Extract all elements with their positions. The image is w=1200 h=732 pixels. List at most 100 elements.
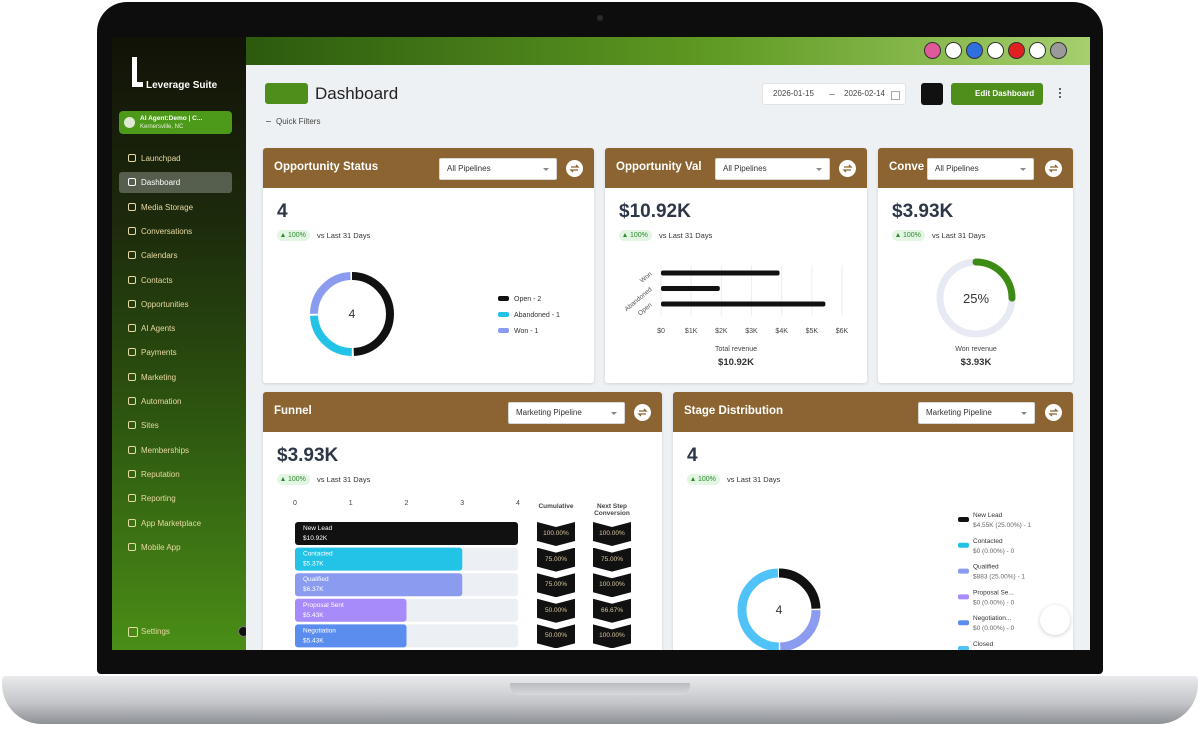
pipeline-select[interactable]: All Pipelines	[715, 158, 830, 180]
top-bar-icon[interactable]	[966, 42, 983, 59]
date-end: 2026-02-14	[844, 89, 885, 98]
magic-button[interactable]	[921, 83, 943, 105]
nav-item[interactable]: Reporting	[119, 488, 232, 509]
swap-icon	[637, 408, 648, 417]
more-menu[interactable]	[1059, 87, 1061, 99]
card-chart: 0 1 2 3 4 New Lead $10.92K Contacted $5.37K Quali…	[293, 500, 520, 648]
swap-button[interactable]	[634, 404, 651, 421]
top-bar-icon[interactable]	[1029, 42, 1046, 59]
donut-segment	[737, 568, 821, 650]
top-bar-icon[interactable]	[987, 42, 1004, 59]
nav-icon	[128, 469, 136, 478]
comparison: vs Last 31 Days	[317, 475, 371, 484]
x-tick-label: 2	[405, 500, 409, 507]
funnel-bar	[295, 547, 463, 571]
bar	[661, 270, 780, 276]
swap-button[interactable]	[1045, 160, 1062, 177]
nav-item[interactable]: Marketing	[119, 367, 232, 388]
nav-icon	[128, 627, 138, 637]
swap-icon	[1048, 164, 1059, 173]
pipeline-select[interactable]: All Pipelines	[927, 158, 1034, 180]
stage-name: Proposal Sent	[303, 602, 344, 609]
help-widget[interactable]	[1040, 605, 1070, 635]
nav-item[interactable]: Sites	[119, 415, 232, 436]
nav-item[interactable]: Opportunities	[119, 294, 232, 315]
nav-icon	[128, 348, 136, 357]
nav-item[interactable]: Media Storage	[119, 197, 232, 218]
stage-name: New Lead	[303, 525, 333, 532]
card-chart: 4 New Lead $4.55K (25.00%) - 1 Contacted $0 …	[737, 512, 1032, 650]
nav-label: Calendars	[141, 251, 178, 261]
nav-item[interactable]: App Marketplace	[119, 513, 232, 534]
stat-value: 4	[277, 201, 288, 222]
comparison: vs Last 31 Days	[932, 231, 986, 240]
laptop-notch	[510, 683, 690, 695]
nav-label: Mobile App	[141, 542, 181, 552]
stage-amount: $6.37K	[303, 586, 324, 593]
card-chart: 25% Won revenue $3.93K	[936, 258, 1016, 368]
swap-arrows	[842, 164, 853, 173]
top-bar-icon[interactable]	[924, 42, 941, 59]
brand-logo-foot	[132, 82, 143, 87]
account-switcher[interactable]: AI Agent:Demo | C... Kernersville, NC	[119, 111, 232, 134]
nav-label: Opportunities	[141, 299, 189, 309]
top-bar-icon[interactable]	[945, 42, 962, 59]
nav-label: Automation	[141, 397, 182, 406]
swap-icon	[842, 164, 853, 173]
date-range[interactable]: 2026-01-15 2026-02-14	[762, 83, 906, 105]
card: Opportunity Status All Pipelines 4 100% vs L…	[263, 148, 594, 383]
legend-detail: $0 (0.00%) - 0	[973, 548, 1015, 555]
nav-label: Settings	[141, 627, 170, 636]
swap-button[interactable]	[566, 160, 583, 177]
quick-filters[interactable]: Quick Filters	[276, 117, 321, 126]
nav-item[interactable]: Reputation	[119, 464, 232, 485]
top-bar-icon[interactable]	[1008, 42, 1025, 59]
donut-segment	[737, 568, 821, 650]
funnel-bar	[295, 624, 407, 648]
swap-button[interactable]	[839, 160, 856, 177]
top-bar-icon[interactable]	[1050, 42, 1067, 59]
nav-item[interactable]: Conversations	[119, 221, 232, 242]
nav-item[interactable]: Launchpad	[119, 148, 232, 169]
legend-label: Abandoned - 1	[514, 312, 560, 319]
nav-label: Reporting	[141, 494, 176, 504]
nav-item[interactable]: Dashboard	[119, 172, 232, 194]
nav-item[interactable]: Contacts	[119, 270, 232, 291]
nav-item[interactable]: AI Agents	[119, 318, 232, 339]
dashboard-switcher[interactable]	[265, 83, 308, 104]
legend-label: Closed	[973, 641, 994, 648]
swap-button[interactable]	[1045, 404, 1062, 421]
edit-dashboard-button[interactable]: Edit Dashboard	[951, 83, 1043, 105]
legend-label: Open - 2	[514, 296, 541, 303]
stat-value: $10.92K	[619, 201, 691, 222]
pipeline-select[interactable]: Marketing Pipeline	[918, 402, 1035, 424]
pipeline-select[interactable]: All Pipelines	[439, 158, 557, 180]
nav-item[interactable]: Calendars	[119, 245, 232, 266]
nav-item[interactable]: Automation	[119, 391, 232, 412]
top-bar	[246, 37, 1090, 65]
donut-center: 4	[349, 307, 356, 321]
caption: Won revenue	[955, 346, 997, 353]
legend-swatch	[498, 296, 509, 301]
nav-icon	[128, 372, 136, 381]
stage-name: Contacted	[303, 551, 333, 558]
nav-label: Sites	[141, 421, 159, 431]
nav-settings[interactable]: Settings	[119, 621, 232, 642]
account-name: AI Agent:Demo | C...	[140, 115, 203, 122]
nav-item[interactable]: Memberships	[119, 440, 232, 461]
nav-item[interactable]: Mobile App	[119, 537, 232, 558]
pipeline-select[interactable]: Marketing Pipeline	[508, 402, 625, 424]
x-tick-label: $1K	[685, 328, 698, 335]
y-tick-label: Won	[639, 270, 654, 284]
nav-item[interactable]: Payments	[119, 342, 232, 363]
nav-icon	[128, 275, 136, 284]
card-chart: 4 Open - 2 Abandoned - 1 Won - 1	[310, 272, 560, 356]
nav-icon	[128, 518, 136, 527]
column-header: Next Step Conversion	[594, 503, 630, 517]
swap-arrows	[569, 164, 580, 173]
comparison: vs Last 31 Days	[659, 231, 713, 240]
gauge-arc	[936, 258, 1016, 338]
swap-arrows	[637, 408, 648, 417]
legend-label: Proposal Se...	[973, 589, 1014, 596]
comparison: vs Last 31 Days	[727, 475, 781, 484]
